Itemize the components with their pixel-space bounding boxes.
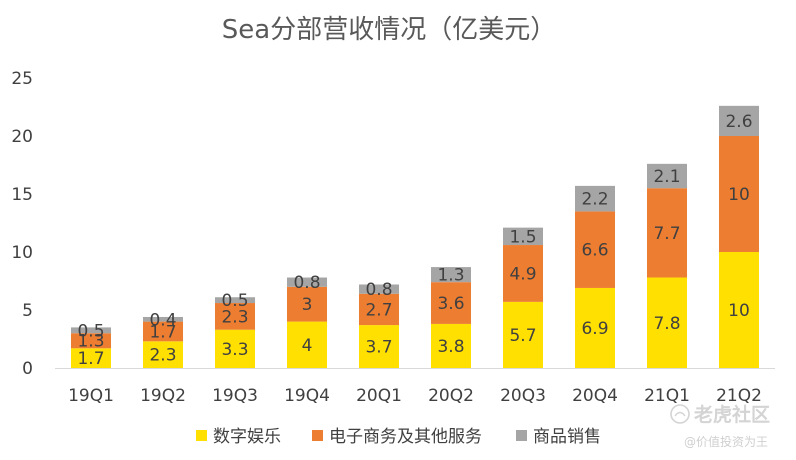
data-label: 0.8 xyxy=(365,280,392,300)
bar-segment xyxy=(719,252,759,368)
data-label: 1.7 xyxy=(149,322,176,342)
y-axis: 0 5 10 15 20 25 xyxy=(11,69,33,379)
bar-segment xyxy=(503,245,543,302)
watermark-handle: @价值投资为王 xyxy=(684,434,768,449)
legend: 数字娱乐 电子商务及其他服务 商品销售 xyxy=(196,427,601,447)
legend-swatch xyxy=(312,430,323,441)
chart-title: Sea分部营收情况（亿美元） xyxy=(222,15,556,45)
bar-segment xyxy=(287,321,327,368)
x-axis: 19Q1 19Q2 19Q3 19Q4 20Q1 20Q2 20Q3 20Q4 21Q1 21Q2 xyxy=(55,368,775,406)
bar-segment xyxy=(359,325,399,368)
x-tick-label: 21Q2 xyxy=(716,386,762,406)
data-label: 2.1 xyxy=(653,167,680,187)
tiger-logo-icon xyxy=(670,404,690,424)
x-tick-label: 19Q1 xyxy=(68,386,114,406)
data-label: 1.3 xyxy=(77,332,104,352)
legend-swatch xyxy=(516,430,527,441)
data-label: 3 xyxy=(302,295,313,315)
data-label: 3.8 xyxy=(437,337,464,357)
data-label: 0.5 xyxy=(221,291,248,311)
bar-segment xyxy=(71,333,111,349)
x-tick-label: 19Q3 xyxy=(212,386,258,406)
bar-segment xyxy=(143,321,183,342)
bar-segment xyxy=(647,163,687,189)
bar-segment xyxy=(359,284,399,294)
watermark: 老虎社区 @价值投资为王 xyxy=(670,403,770,449)
bar-segment xyxy=(143,341,183,368)
bar-area: 1.71.30.52.31.70.43.32.30.5430.83.72.70.… xyxy=(71,105,759,369)
data-label: 10 xyxy=(728,301,750,321)
bar-segment xyxy=(503,227,543,246)
x-tick-label: 20Q2 xyxy=(428,386,474,406)
y-tick-label: 25 xyxy=(11,69,33,89)
x-tick-label: 20Q3 xyxy=(500,386,546,406)
x-tick-label: 21Q1 xyxy=(644,386,690,406)
data-label: 2.3 xyxy=(221,307,248,327)
data-label: 2.3 xyxy=(149,346,176,366)
bar-segment xyxy=(215,329,255,368)
data-label: 0.5 xyxy=(77,321,104,341)
bar-segment xyxy=(359,293,399,326)
bar-segment xyxy=(287,286,327,322)
data-label: 1.3 xyxy=(437,266,464,286)
bar-segment xyxy=(719,136,759,252)
legend-label: 商品销售 xyxy=(533,427,601,447)
bar-segment xyxy=(647,277,687,368)
data-label: 10 xyxy=(728,185,750,205)
bar-segment xyxy=(575,185,615,212)
x-tick-label: 19Q4 xyxy=(284,386,330,406)
data-label: 0.8 xyxy=(293,273,320,293)
data-label: 6.9 xyxy=(581,319,608,339)
data-label: 2.2 xyxy=(581,190,608,210)
data-label: 2.7 xyxy=(365,300,392,320)
watermark-brand: 老虎社区 xyxy=(694,403,770,426)
x-tick-label: 20Q1 xyxy=(356,386,402,406)
legend-label: 电子商务及其他服务 xyxy=(329,427,482,447)
legend-swatch xyxy=(196,430,207,441)
data-label: 1.5 xyxy=(509,227,536,247)
y-tick-label: 20 xyxy=(11,127,33,147)
legend-label: 数字娱乐 xyxy=(213,427,281,447)
bar-segment xyxy=(647,188,687,278)
data-label: 5.7 xyxy=(509,326,536,346)
data-label: 1.7 xyxy=(77,349,104,369)
y-tick-label: 0 xyxy=(22,359,33,379)
x-tick-label: 19Q2 xyxy=(140,386,186,406)
bar-segment xyxy=(431,323,471,368)
bar-segment xyxy=(575,211,615,288)
data-label: 4 xyxy=(302,336,313,356)
bar-segment xyxy=(503,301,543,368)
data-label: 2.6 xyxy=(725,112,752,132)
data-label: 3.6 xyxy=(437,294,464,314)
bar-segment xyxy=(575,287,615,368)
bar-segment xyxy=(431,267,471,283)
y-tick-label: 10 xyxy=(11,243,33,263)
bar-segment xyxy=(215,297,255,304)
data-label: 4.9 xyxy=(509,264,536,284)
y-tick-label: 15 xyxy=(11,185,33,205)
data-label: 3.3 xyxy=(221,340,248,360)
data-label: 7.7 xyxy=(653,224,680,244)
bar-segment xyxy=(287,277,327,287)
x-tick-label: 20Q4 xyxy=(572,386,618,406)
y-tick-label: 5 xyxy=(22,301,33,321)
data-label: 7.8 xyxy=(653,314,680,334)
data-label: 6.6 xyxy=(581,241,608,261)
bar-segment xyxy=(71,327,111,334)
bar-segment xyxy=(143,316,183,322)
bar-segment xyxy=(215,303,255,330)
data-label: 3.7 xyxy=(365,338,392,358)
bar-segment xyxy=(719,105,759,136)
bar-segment xyxy=(431,282,471,324)
bar-segment xyxy=(71,348,111,368)
data-label: 0.4 xyxy=(149,310,176,330)
